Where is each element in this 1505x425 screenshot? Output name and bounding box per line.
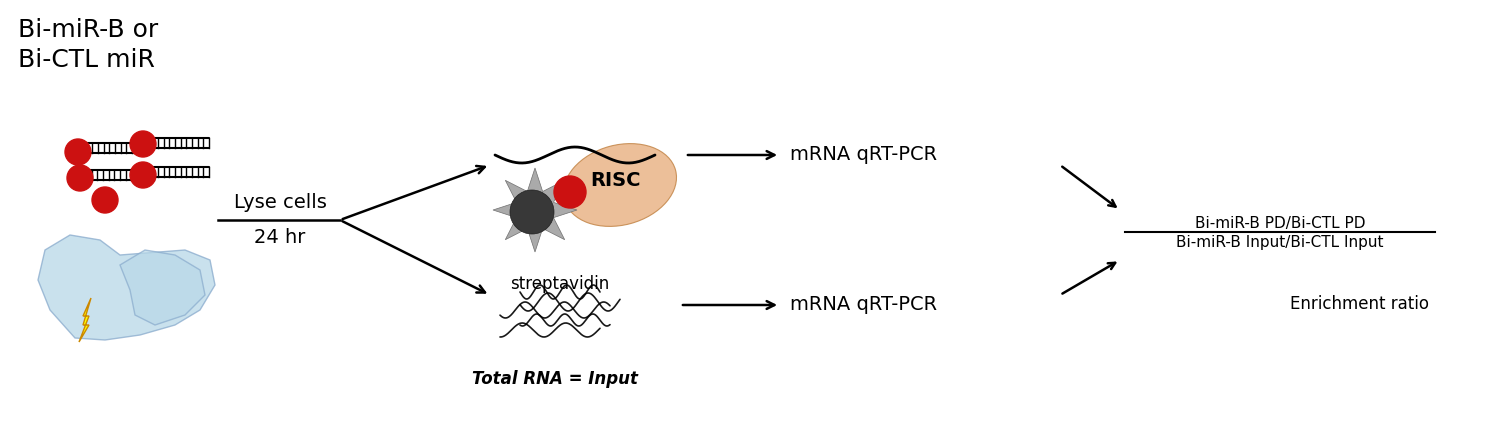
Text: Total RNA = Input: Total RNA = Input xyxy=(473,370,638,388)
Circle shape xyxy=(92,187,117,213)
Circle shape xyxy=(129,162,157,188)
Polygon shape xyxy=(38,235,215,340)
Circle shape xyxy=(65,139,90,165)
Text: streptavidin: streptavidin xyxy=(510,275,610,293)
Polygon shape xyxy=(494,168,576,252)
Ellipse shape xyxy=(510,190,554,234)
Text: RISC: RISC xyxy=(590,170,640,190)
Text: Bi-miR-B or
Bi-CTL miR: Bi-miR-B or Bi-CTL miR xyxy=(18,18,158,72)
Circle shape xyxy=(68,165,93,191)
Text: mRNA qRT-PCR: mRNA qRT-PCR xyxy=(790,145,938,164)
Text: mRNA qRT-PCR: mRNA qRT-PCR xyxy=(790,295,938,314)
Text: Bi-miR-B PD/Bi-CTL PD: Bi-miR-B PD/Bi-CTL PD xyxy=(1195,216,1365,231)
Circle shape xyxy=(129,131,157,157)
Text: 24 hr: 24 hr xyxy=(254,228,306,247)
Polygon shape xyxy=(120,250,205,325)
Text: Enrichment ratio: Enrichment ratio xyxy=(1290,295,1430,313)
Ellipse shape xyxy=(563,144,676,227)
Circle shape xyxy=(554,176,585,208)
Text: Lyse cells: Lyse cells xyxy=(233,193,327,212)
Polygon shape xyxy=(78,298,90,342)
Text: Bi-miR-B Input/Bi-CTL Input: Bi-miR-B Input/Bi-CTL Input xyxy=(1177,235,1383,250)
